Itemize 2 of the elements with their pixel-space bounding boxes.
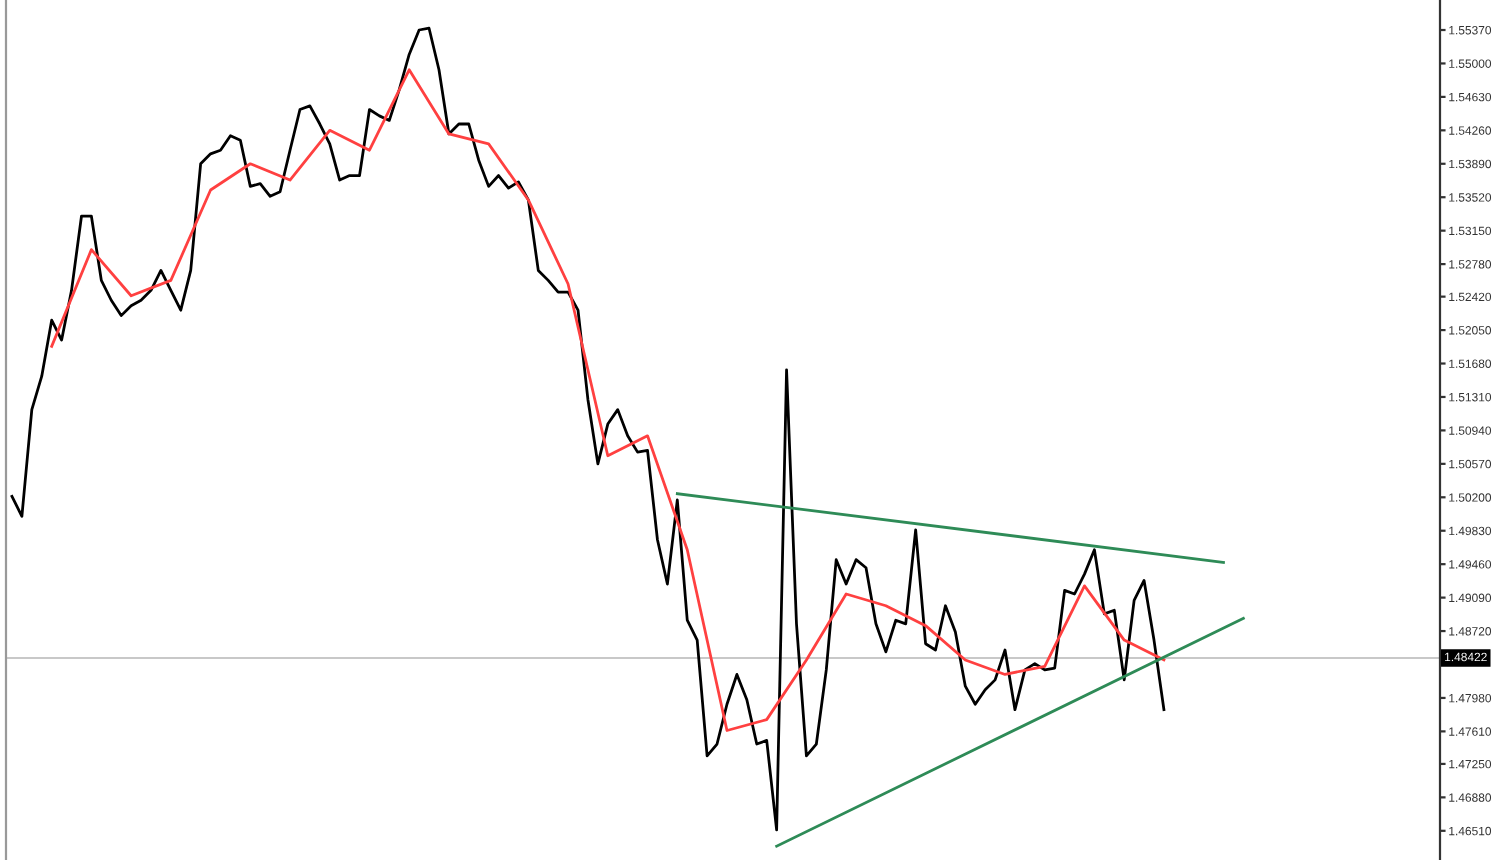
line-series [50, 68, 1166, 732]
line-series [10, 26, 1166, 832]
